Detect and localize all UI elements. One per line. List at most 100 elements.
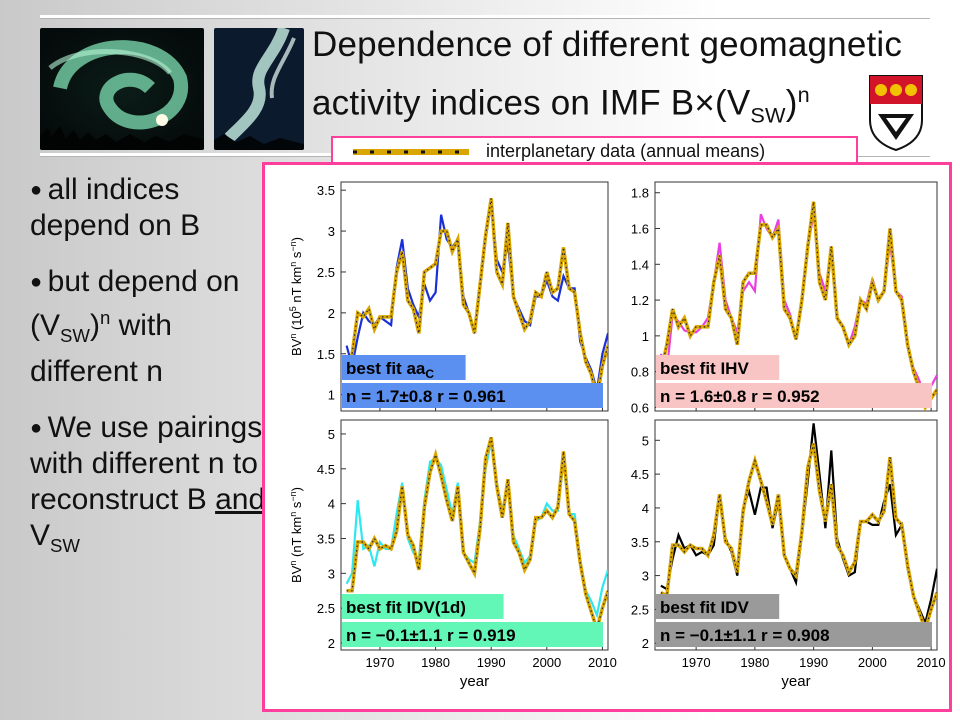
y-axis-label-part: s [289, 251, 304, 262]
y-axis-label-part: ) [289, 487, 304, 491]
fit-stats-box [342, 622, 603, 647]
fit-stats: n = −0.1±1.1 r = 0.919 [346, 626, 516, 645]
y-tick-label: 1 [642, 329, 649, 344]
fit-series-dots [660, 443, 937, 632]
y-axis-label-part: (10 [289, 311, 304, 333]
y-tick-label: 3 [328, 566, 335, 581]
top-rule [40, 15, 930, 18]
fit-label: best fit IHV [660, 359, 749, 378]
chart-2: 0.6 0.8 1 1.2 1.4 1.6 1.8 best fit IHV n = 1.6±0… [631, 181, 938, 415]
y-tick-label: 5 [642, 433, 649, 448]
chart-4: 2 2.5 3 3.5 4 4.5 5 1970 1980 1990 2000 2010 year bes… [631, 419, 946, 690]
y-tick-label: 1 [328, 388, 335, 403]
bullet-1-text: all indices depend on B [30, 173, 201, 242]
university-crest [868, 74, 924, 152]
fit-stats: n = −0.1±1.1 r = 0.908 [660, 626, 830, 645]
y-axis-label-part: ) [289, 237, 304, 241]
fit-series-dots [660, 201, 937, 409]
fit-label-box [656, 594, 780, 619]
bullet-3: ● We use pairings with different n to re… [30, 410, 270, 564]
x-tick-label: 2010 [588, 655, 617, 670]
y-axis-label-part: −n [288, 241, 298, 251]
y-tick-label: 1.6 [631, 222, 649, 237]
x-tick-label: 2010 [917, 655, 946, 670]
y-axis-label-part: s [289, 501, 304, 512]
y-tick-label: 1.4 [631, 257, 649, 272]
y-tick-label: 3.5 [317, 531, 335, 546]
x-tick-label: 2000 [858, 655, 887, 670]
bullet-2-sub: SW [60, 325, 90, 346]
title-times: × [694, 83, 715, 123]
y-tick-label: 3 [642, 569, 649, 584]
y-axis-label-part: n [288, 334, 298, 339]
y-tick-label: 2.5 [317, 601, 335, 616]
y-axis-label-part: BV [289, 565, 304, 583]
y-axis-label-part: (nT km [289, 517, 304, 561]
title-paren: (V [714, 83, 751, 123]
y-tick-label: 2 [328, 306, 335, 321]
y-axis-label-part: 5 [288, 306, 298, 311]
y-tick-label: 4.5 [317, 462, 335, 477]
fit-stats-box [656, 383, 932, 408]
bullet-3-post: V [30, 519, 51, 552]
bullet-2: ● but depend on (VSW)n with different n [30, 264, 270, 390]
bullet-dot-icon: ● [30, 417, 48, 439]
fit-stats-box [342, 383, 603, 408]
legend-swatch [353, 149, 469, 155]
fit-label-box [342, 355, 466, 380]
fit-series-dots [346, 437, 608, 632]
bullet-3-sub: SW [50, 535, 80, 556]
y-tick-label: 1.2 [631, 293, 649, 308]
y-axis-label: BVn (nT kmn s−n) [288, 487, 304, 583]
x-tick-label: 1970 [365, 655, 394, 670]
y-tick-label: 0.6 [631, 400, 649, 415]
x-tick-label: 1980 [421, 655, 450, 670]
x-tick-label: 2000 [532, 655, 561, 670]
aurora-photo-left [40, 28, 204, 150]
fit-series-dots [346, 198, 608, 399]
y-tick-label: 3 [328, 224, 335, 239]
fit-label-sub: C [425, 367, 434, 381]
fit-stats: n = 1.7±0.8 r = 0.961 [346, 387, 506, 406]
fit-label: best fit IDV(1d) [346, 598, 466, 617]
y-tick-label: 2 [642, 636, 649, 651]
title-sub: SW [750, 102, 786, 128]
y-tick-label: 1.5 [317, 347, 335, 362]
y-tick-label: 4 [328, 497, 335, 512]
y-axis-label-part: n [288, 262, 298, 267]
fit-stats-box [656, 622, 932, 647]
fit-stats: n = 1.6±0.8 r = 0.952 [660, 387, 820, 406]
y-axis-label-part: nT km [289, 267, 304, 307]
bullet-dot-icon: ● [30, 179, 48, 201]
y-axis-label-part: −n [288, 491, 298, 501]
y-tick-label: 2.5 [317, 265, 335, 280]
bullet-dot-icon: ● [30, 271, 48, 293]
y-tick-label: 2 [328, 636, 335, 651]
y-tick-label: 3.5 [317, 183, 335, 198]
title-sup: n [797, 82, 810, 107]
y-tick-label: 5 [328, 427, 335, 442]
bullet-2-mid: ) [89, 309, 100, 342]
bullet-3-underline: and [215, 483, 266, 516]
y-tick-label: 0.8 [631, 365, 649, 380]
fit-label: best fit IDV [660, 598, 749, 617]
x-axis-label: year [460, 673, 489, 690]
page-title: Dependence of different geomagnetic acti… [312, 20, 932, 141]
y-tick-label: 4 [642, 501, 649, 516]
y-tick-label: 2.5 [631, 602, 649, 617]
bullet-1: ● all indices depend on B [30, 172, 270, 244]
bullet-3-pre: We use pairings with different n to reco… [30, 411, 263, 516]
x-tick-label: 1990 [799, 655, 828, 670]
title-close: ) [785, 83, 798, 123]
y-axis-label-part: BV [289, 338, 304, 356]
bullet-list: ● all indices depend on B ● but depend o… [30, 172, 270, 584]
x-axis-label: year [781, 673, 810, 690]
x-tick-label: 1990 [477, 655, 506, 670]
y-tick-label: 1.8 [631, 186, 649, 201]
y-tick-label: 3.5 [631, 535, 649, 550]
fit-label-box [656, 355, 780, 380]
title-line2: activity indices on IMF B [312, 83, 695, 123]
fit-label-box [342, 594, 504, 619]
